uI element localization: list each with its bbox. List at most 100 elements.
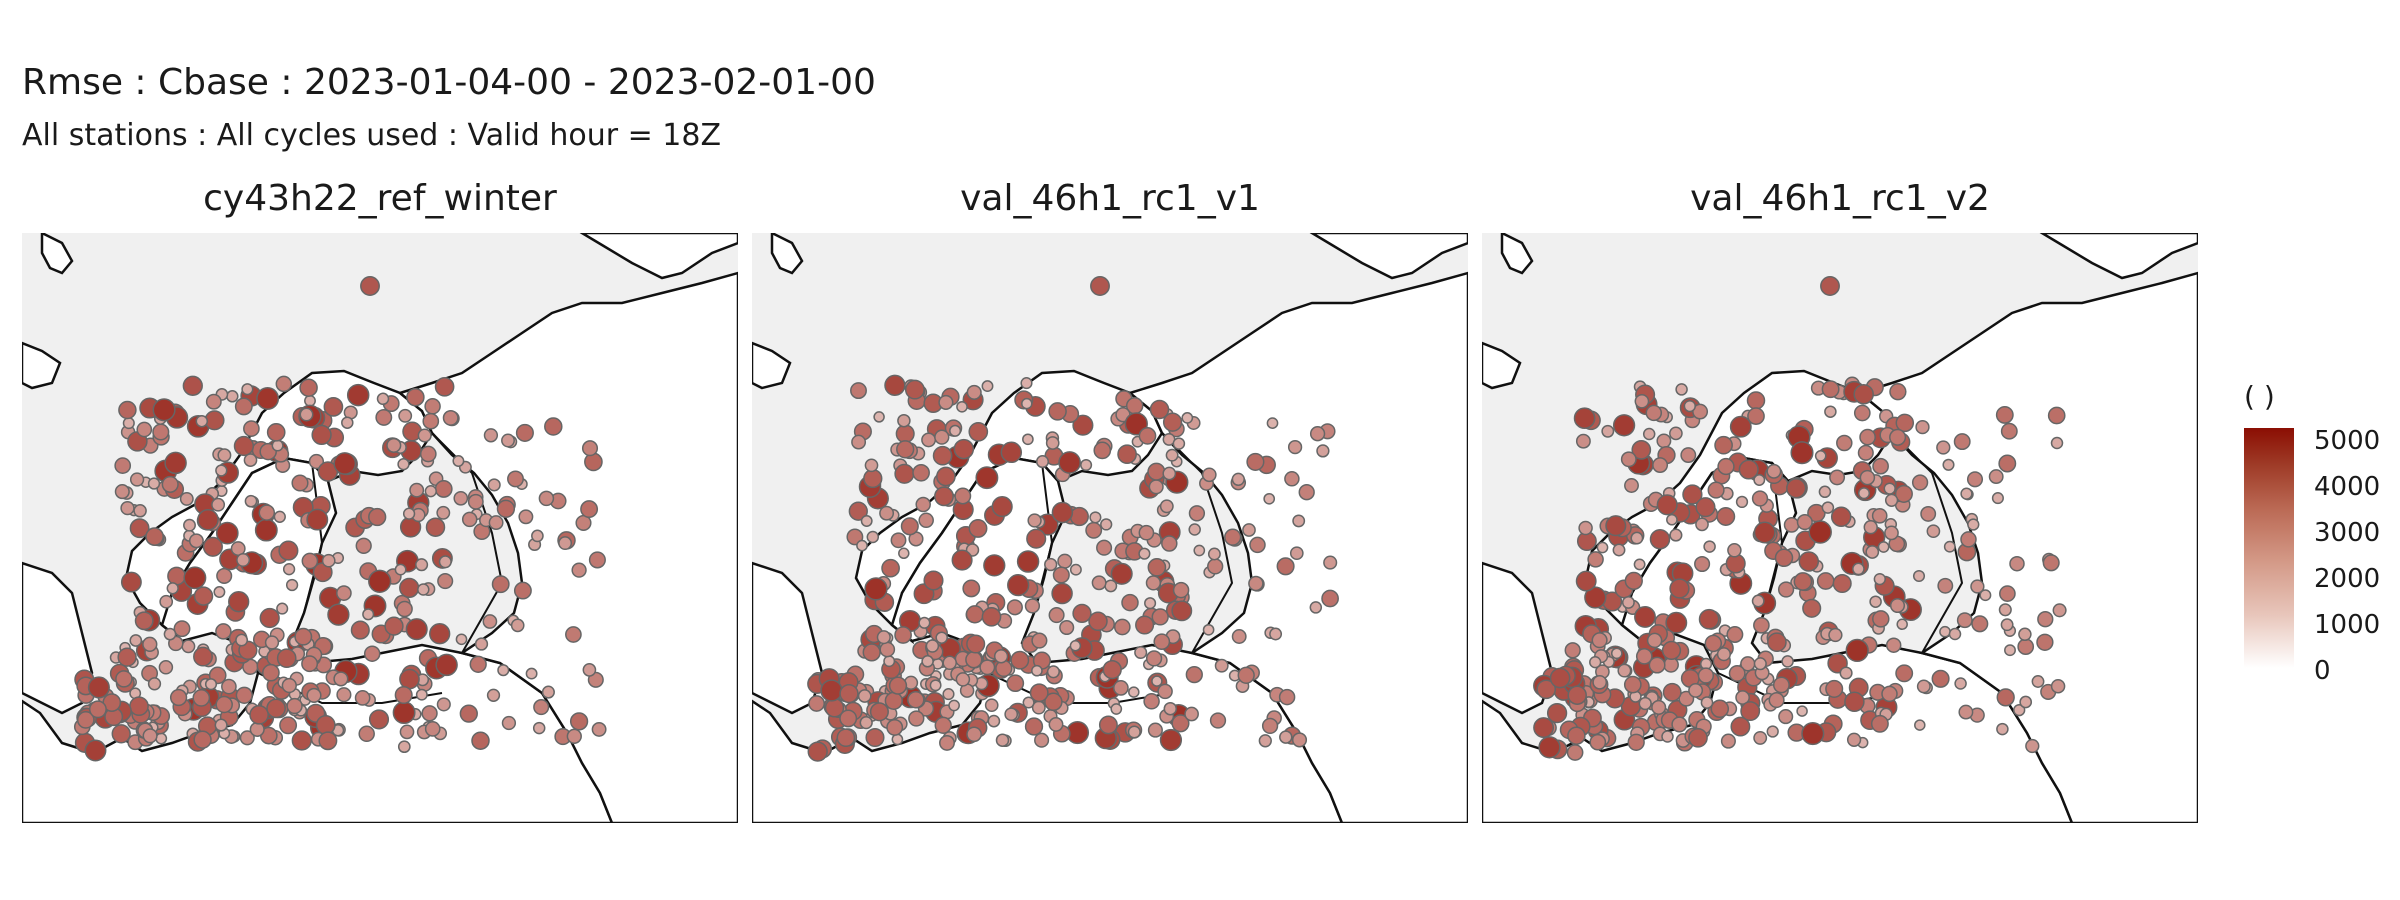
station-point [1621, 595, 1635, 609]
station-point [1753, 474, 1766, 486]
station-point [1162, 466, 1177, 481]
station-point [1991, 492, 2004, 505]
station-point [415, 688, 428, 701]
station-point [114, 457, 132, 474]
station-point [1808, 520, 1832, 544]
station-point [1034, 732, 1050, 748]
station-point [1920, 505, 1937, 522]
station-point [354, 690, 371, 706]
station-point [1207, 547, 1221, 561]
coastline [770, 233, 804, 275]
station-point [434, 479, 453, 498]
station-point [1020, 377, 1033, 390]
station-point [1852, 562, 1865, 576]
station-point [1096, 539, 1113, 556]
legend-colorbar [2244, 428, 2294, 668]
station-point [1089, 511, 1102, 524]
station-point [507, 470, 524, 488]
station-point [1778, 709, 1794, 725]
station-point [392, 701, 416, 725]
station-point [1147, 722, 1163, 738]
station-point [215, 623, 232, 640]
station-point [375, 408, 393, 426]
station-point [1573, 407, 1596, 430]
station-point [1242, 523, 1256, 537]
station-point [243, 453, 258, 467]
station-point [1121, 593, 1139, 612]
station-point [1566, 744, 1584, 761]
station-point [1006, 674, 1025, 693]
station-point [895, 424, 915, 444]
station-point [1839, 666, 1853, 680]
station-point [569, 712, 589, 731]
station-point [1716, 507, 1736, 526]
station-point [908, 710, 925, 727]
station-point [869, 702, 889, 722]
station-point [467, 493, 484, 510]
station-point [1885, 637, 1902, 653]
station-point [866, 530, 880, 544]
station-point [1914, 719, 1926, 731]
station-point [2025, 738, 2040, 754]
station-point [394, 563, 407, 576]
station-point [147, 677, 162, 691]
station-point [409, 482, 425, 498]
station-point [2036, 633, 2054, 651]
station-point [1996, 688, 2015, 707]
station-point [1575, 570, 1597, 592]
station-point [1665, 611, 1688, 634]
station-point [894, 463, 915, 484]
station-point [424, 721, 441, 737]
station-point [241, 383, 254, 396]
station-point [1048, 402, 1067, 421]
station-point [1698, 608, 1720, 630]
station-point [900, 517, 919, 536]
station-point [1279, 730, 1293, 744]
station-point [226, 390, 239, 403]
station-point [281, 677, 297, 694]
station-point [152, 423, 170, 441]
station-point [1692, 403, 1709, 420]
station-point [934, 486, 954, 507]
station-point [1051, 501, 1074, 524]
station-point [981, 380, 994, 393]
station-point [984, 698, 999, 713]
station-point [904, 379, 925, 400]
station-point [182, 375, 203, 396]
station-point [368, 569, 392, 593]
station-point [1943, 540, 1956, 553]
station-point [1624, 571, 1643, 591]
station-point [285, 578, 299, 592]
station-point [857, 689, 872, 703]
station-point [276, 602, 289, 615]
station-point [193, 646, 213, 667]
station-point [862, 643, 881, 662]
legend-tick [2294, 624, 2304, 626]
station-point [1877, 541, 1890, 553]
station-point [955, 672, 971, 687]
station-point [884, 691, 903, 710]
station-point [233, 435, 255, 457]
station-point [1171, 714, 1190, 733]
station-point [851, 434, 867, 450]
station-point [1138, 547, 1151, 560]
station-point [228, 591, 250, 613]
station-point [275, 375, 293, 393]
station-point [1110, 703, 1123, 715]
station-point [865, 727, 885, 748]
station-point [571, 562, 587, 578]
station-point [1610, 647, 1623, 660]
station-point [1069, 506, 1089, 527]
station-point [1666, 513, 1678, 526]
station-point [429, 623, 451, 645]
station-point [1584, 586, 1607, 609]
station-point [205, 393, 222, 410]
station-point [879, 641, 896, 658]
station-point [1148, 479, 1164, 495]
station-point [856, 539, 868, 552]
station-point [398, 408, 413, 423]
station-point [808, 695, 825, 712]
station-point [327, 603, 350, 626]
station-point [1091, 575, 1107, 591]
station-point [983, 554, 1006, 577]
